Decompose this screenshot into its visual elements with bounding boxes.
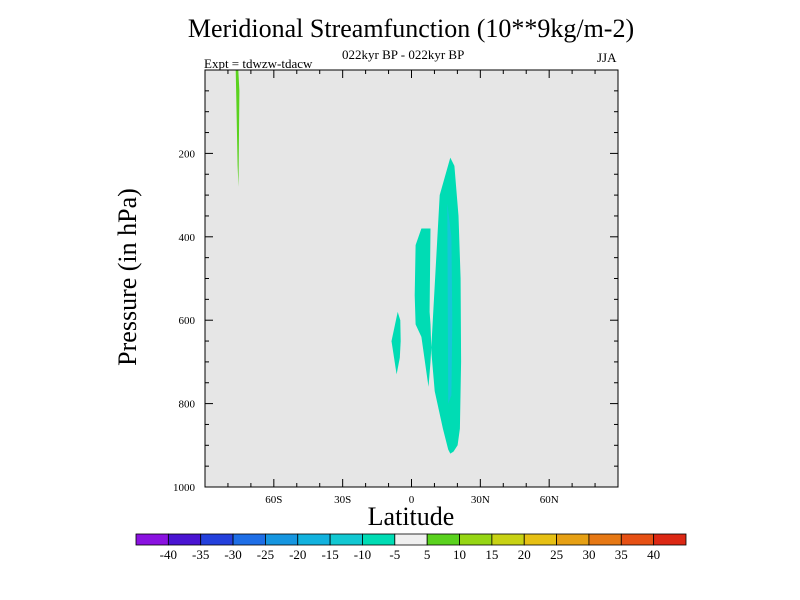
colorbar-swatch xyxy=(232,533,266,546)
plot-area xyxy=(205,70,618,487)
colorbar-swatch xyxy=(426,533,460,546)
colorbar-label: 10 xyxy=(453,547,466,562)
x-tick-label: 60N xyxy=(540,494,559,506)
contour-southern-subtropical-negative-patch xyxy=(391,311,401,375)
colorbar-swatch xyxy=(556,533,590,546)
chart-title: Meridional Streamfunction (10**9kg/m-2) xyxy=(187,14,635,43)
colorbar-label: -40 xyxy=(160,547,177,562)
colorbar-label: 40 xyxy=(647,547,660,562)
colorbar-label: 35 xyxy=(615,547,628,562)
colorbar-swatch xyxy=(523,533,557,546)
colorbar-label: 5 xyxy=(424,547,431,562)
y-tick-label: 600 xyxy=(179,315,196,327)
contour-southern-high-latitude-positive-strip xyxy=(235,70,240,187)
contour-regions xyxy=(235,70,462,454)
y-tick-label: 800 xyxy=(179,399,196,411)
x-tick-label: 60S xyxy=(265,494,282,506)
colorbar-label: -15 xyxy=(321,547,338,562)
colorbar-label: 25 xyxy=(550,547,563,562)
colorbar-label: -30 xyxy=(224,547,241,562)
colorbar-swatch xyxy=(491,533,525,546)
colorbar-swatch xyxy=(459,533,493,546)
colorbar-swatch xyxy=(135,533,169,546)
colorbar-label: 20 xyxy=(518,547,531,562)
colorbar: -40 -35 -30 -25 -20 -15 -10 -5 5 10 15 20 25 30 35 40 xyxy=(135,533,687,562)
x-tick-label: 30S xyxy=(334,494,351,506)
y-tick-labels: 200 400 600 800 1000 xyxy=(173,148,196,494)
colorbar-swatch xyxy=(329,533,363,546)
y-tick-label: 200 xyxy=(179,148,196,160)
x-tick-label: 30N xyxy=(471,494,490,506)
colorbar-swatch xyxy=(362,533,396,546)
colorbar-swatch xyxy=(620,533,655,546)
colorbar-swatch xyxy=(265,533,299,546)
colorbar-label: -10 xyxy=(354,547,371,562)
chart-subtitle: 022kyr BP - 022kyr BP xyxy=(342,47,465,62)
contour-tropical-inner-stronger-negative xyxy=(447,203,453,404)
season-label: JJA xyxy=(597,50,617,65)
colorbar-label: 30 xyxy=(582,547,595,562)
x-tick-label: 0 xyxy=(409,494,415,506)
experiment-label: Expt = tdwzw-tdacw xyxy=(204,56,313,71)
y-tick-label: 1000 xyxy=(173,482,196,494)
plot-frame xyxy=(204,69,619,488)
colorbar-swatch xyxy=(297,533,331,546)
colorbar-label: -20 xyxy=(289,547,306,562)
colorbar-swatch xyxy=(200,533,234,546)
colorbar-swatch xyxy=(394,533,428,546)
x-tick-labels: 60S 30S 0 30N 60N xyxy=(265,494,558,506)
x-axis-label: Latitude xyxy=(367,502,455,531)
colorbar-label: -35 xyxy=(192,547,209,562)
y-tick-label: 400 xyxy=(179,232,196,244)
colorbar-label: 15 xyxy=(485,547,498,562)
colorbar-swatch xyxy=(653,533,687,546)
colorbar-swatch xyxy=(167,533,202,546)
colorbar-label: -25 xyxy=(257,547,274,562)
colorbar-swatch xyxy=(588,533,622,546)
colorbar-label: -5 xyxy=(389,547,400,562)
